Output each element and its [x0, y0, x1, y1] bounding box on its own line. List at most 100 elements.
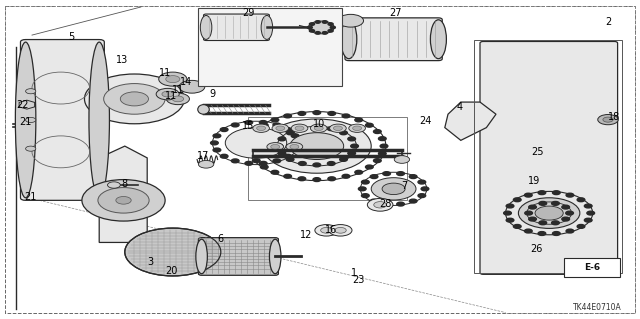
Text: 21: 21 [24, 192, 36, 202]
Circle shape [513, 225, 521, 228]
Circle shape [418, 180, 426, 184]
Text: 8: 8 [122, 179, 128, 189]
Circle shape [365, 165, 373, 169]
Text: 22: 22 [16, 100, 29, 110]
Circle shape [330, 26, 335, 29]
Circle shape [315, 225, 338, 236]
Circle shape [271, 170, 279, 174]
Circle shape [584, 204, 592, 208]
Text: 9: 9 [209, 89, 216, 99]
Circle shape [374, 202, 387, 208]
Circle shape [286, 131, 294, 135]
Circle shape [248, 137, 255, 141]
Circle shape [309, 30, 314, 32]
Circle shape [552, 232, 560, 235]
Circle shape [26, 117, 36, 122]
Circle shape [307, 26, 312, 29]
Circle shape [259, 161, 267, 165]
Circle shape [323, 32, 328, 34]
Ellipse shape [15, 42, 36, 198]
Circle shape [524, 193, 532, 197]
Circle shape [313, 178, 321, 182]
Circle shape [278, 137, 285, 141]
Circle shape [598, 115, 618, 125]
Ellipse shape [431, 20, 447, 59]
Circle shape [291, 124, 308, 132]
Circle shape [198, 160, 214, 168]
Circle shape [314, 126, 323, 130]
Circle shape [335, 227, 346, 233]
Circle shape [330, 124, 346, 132]
Bar [474, 40, 622, 273]
Circle shape [272, 124, 289, 132]
Circle shape [506, 204, 514, 208]
Circle shape [284, 114, 291, 118]
Circle shape [374, 130, 381, 133]
Circle shape [374, 159, 381, 163]
Circle shape [275, 144, 283, 148]
Circle shape [348, 137, 356, 141]
Circle shape [271, 118, 279, 122]
Circle shape [358, 187, 366, 191]
Circle shape [260, 165, 268, 169]
Circle shape [328, 23, 333, 25]
Text: 19: 19 [528, 176, 541, 186]
Circle shape [82, 180, 165, 221]
Circle shape [271, 145, 280, 149]
Circle shape [383, 202, 390, 206]
Circle shape [535, 206, 563, 220]
Circle shape [298, 162, 306, 166]
Text: 29: 29 [242, 8, 255, 19]
Circle shape [220, 154, 228, 158]
Circle shape [166, 93, 189, 105]
Circle shape [355, 170, 362, 174]
Circle shape [348, 152, 356, 155]
Circle shape [340, 158, 348, 161]
Circle shape [577, 198, 585, 202]
Circle shape [353, 126, 362, 130]
Circle shape [552, 221, 559, 225]
Circle shape [328, 177, 335, 181]
Circle shape [232, 159, 239, 163]
Circle shape [315, 21, 320, 23]
Circle shape [338, 14, 364, 27]
Circle shape [284, 128, 292, 131]
Circle shape [286, 158, 294, 161]
Circle shape [418, 194, 426, 197]
Circle shape [116, 197, 131, 204]
Circle shape [328, 30, 333, 32]
Circle shape [538, 191, 546, 195]
Text: 16: 16 [325, 225, 338, 235]
Text: 25: 25 [531, 147, 544, 158]
Circle shape [382, 183, 405, 195]
Circle shape [262, 119, 371, 173]
Text: 13: 13 [115, 55, 128, 65]
Text: 6: 6 [218, 234, 224, 244]
Circle shape [362, 194, 369, 197]
Text: 26: 26 [530, 244, 543, 255]
Circle shape [323, 21, 328, 23]
Circle shape [538, 232, 546, 235]
Text: 27: 27 [389, 8, 402, 19]
Circle shape [394, 156, 410, 163]
Circle shape [213, 148, 221, 152]
Circle shape [278, 152, 285, 155]
Circle shape [371, 178, 416, 200]
FancyBboxPatch shape [345, 18, 442, 61]
Circle shape [380, 144, 388, 148]
Text: TK44E0710A: TK44E0710A [573, 303, 622, 312]
Circle shape [245, 121, 253, 124]
Circle shape [108, 182, 120, 188]
Circle shape [370, 175, 378, 179]
Circle shape [342, 174, 350, 178]
Text: 15: 15 [242, 121, 255, 131]
Circle shape [577, 225, 585, 228]
Text: 12: 12 [300, 230, 312, 241]
Circle shape [310, 124, 327, 132]
Circle shape [286, 143, 303, 151]
Circle shape [529, 217, 536, 221]
Circle shape [211, 141, 218, 145]
Circle shape [225, 128, 287, 158]
Circle shape [248, 152, 255, 155]
Circle shape [603, 117, 613, 122]
